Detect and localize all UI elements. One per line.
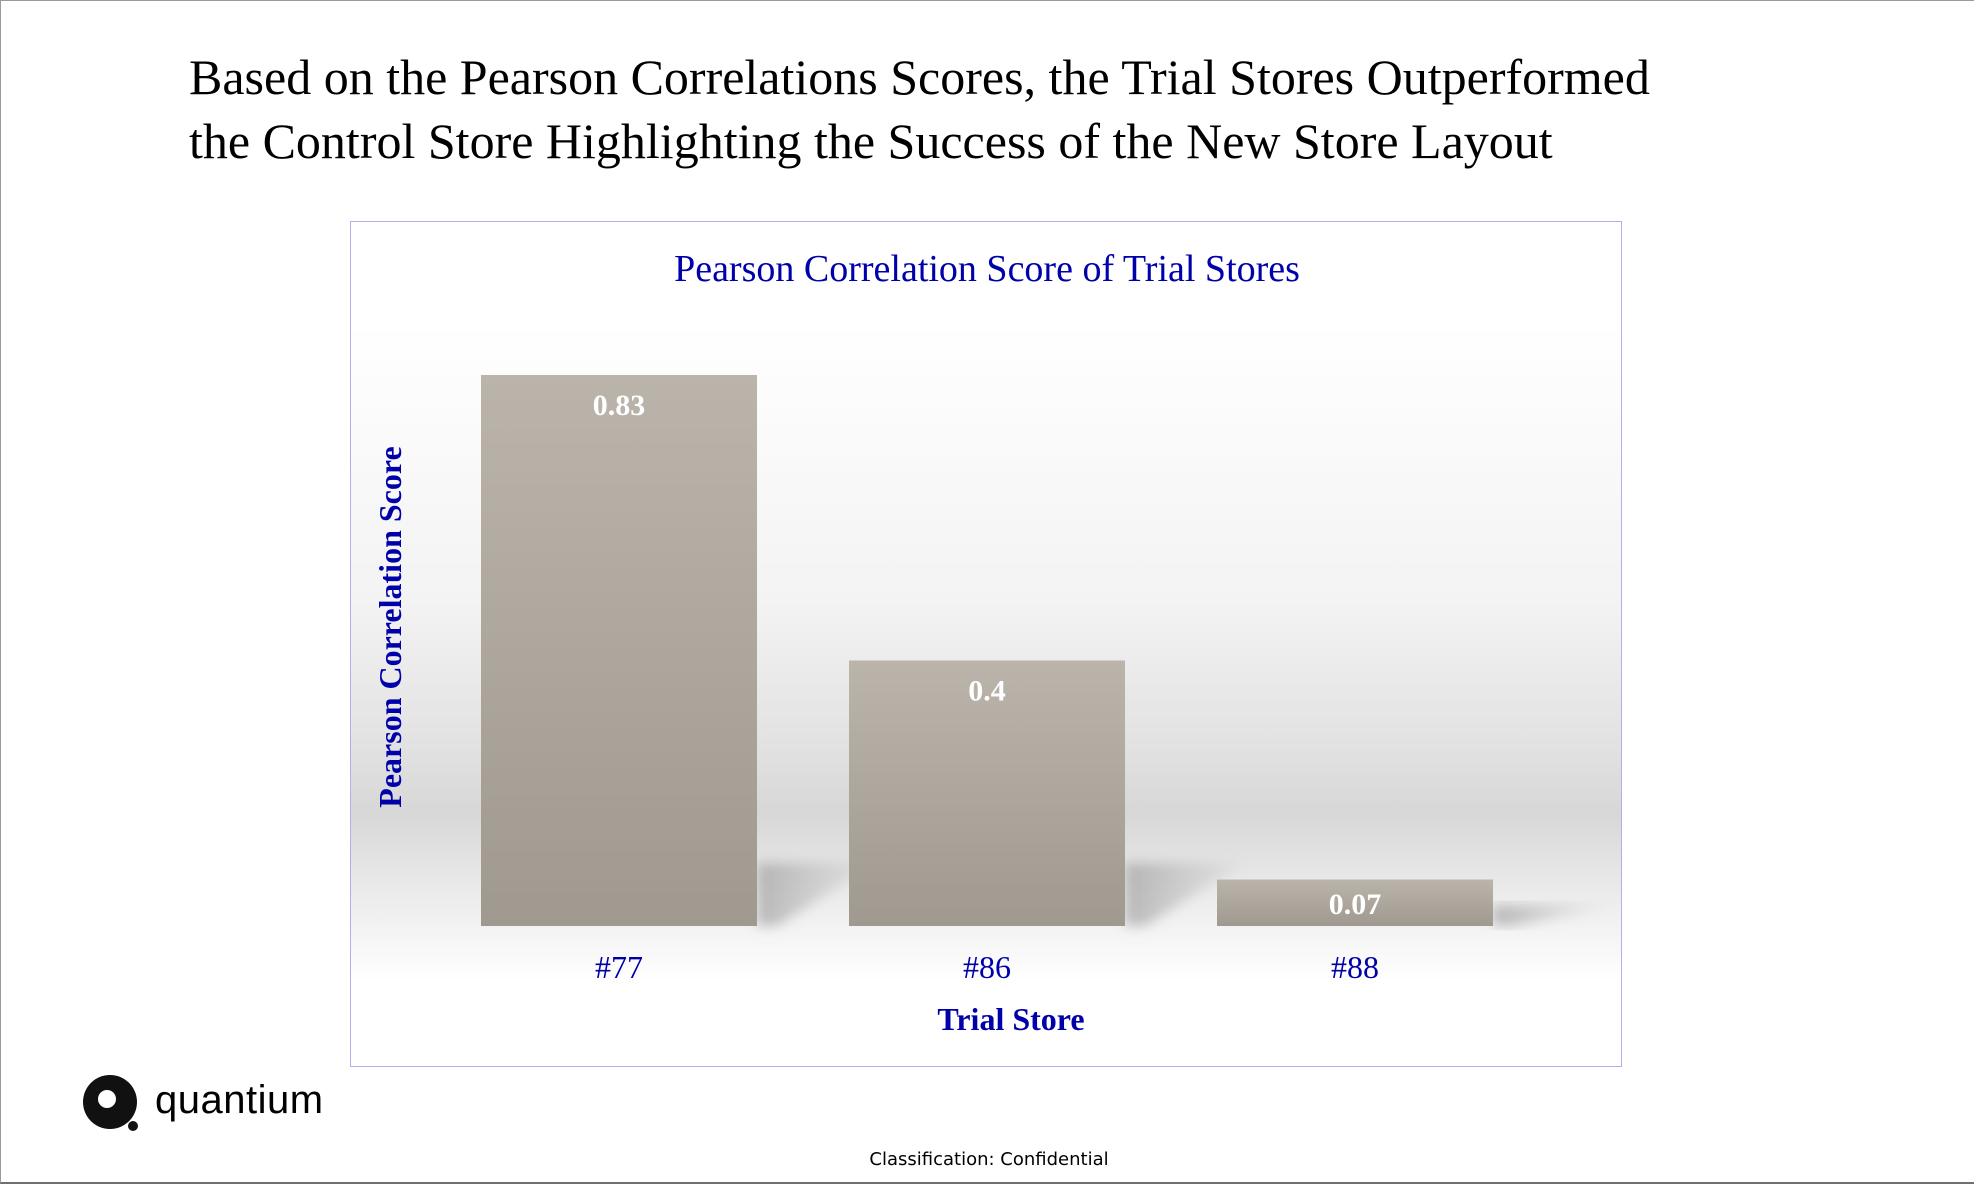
logo-wordmark: quantium: [155, 1078, 324, 1122]
bar-shadows: [757, 863, 1613, 926]
y-axis-label: Pearson Correlation Score: [372, 446, 408, 807]
bar-shadow: [1493, 905, 1613, 926]
headline-line-1: Based on the Pearson Correlations Scores…: [189, 49, 1650, 105]
chart-title: Pearson Correlation Score of Trial Store…: [674, 248, 1300, 290]
data-label: 0.07: [1329, 888, 1382, 921]
classification-footer: Classification: Confidential: [869, 1149, 1109, 1170]
x-axis-label: Trial Store: [937, 1001, 1084, 1037]
slide-headline: Based on the Pearson Correlations Scores…: [189, 45, 1789, 173]
quantium-logo-icon: [83, 1075, 138, 1131]
bars: [481, 375, 1493, 926]
bar-store-77: [481, 375, 757, 926]
bar-store-88: [1217, 879, 1493, 926]
x-tick-label: #88: [1331, 949, 1379, 985]
bar-shadow: [1125, 863, 1245, 926]
quantium-logo: quantium: [81, 1071, 341, 1135]
chart-frame: Pearson Correlation Score of Trial Store…: [350, 221, 1622, 1067]
headline-line-2: the Control Store Highlighting the Succe…: [189, 113, 1553, 169]
data-label: 0.83: [593, 389, 646, 422]
data-labels: 0.83 0.4 0.07: [593, 389, 1382, 921]
x-tick-label: #86: [963, 949, 1011, 985]
x-tick-labels: #77 #86 #88: [595, 949, 1379, 985]
bar-store-86: [849, 660, 1125, 926]
data-label: 0.4: [968, 674, 1006, 707]
bar-shadow: [757, 863, 877, 926]
bar-chart: Pearson Correlation Score of Trial Store…: [372, 248, 1613, 1037]
x-tick-label: #77: [595, 949, 643, 985]
